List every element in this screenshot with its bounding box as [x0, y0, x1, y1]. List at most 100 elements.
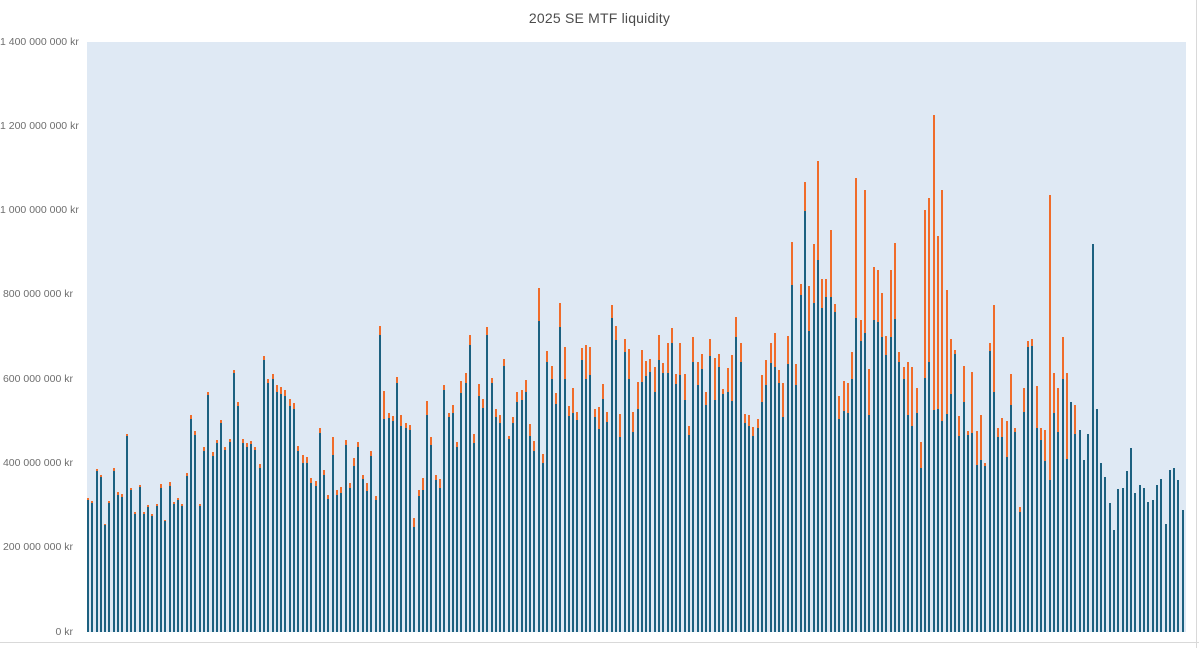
bar[interactable] [825, 279, 828, 632]
bar[interactable] [683, 373, 686, 632]
bar[interactable] [1091, 244, 1094, 632]
bar[interactable] [881, 292, 884, 632]
bar[interactable] [168, 482, 171, 632]
bar[interactable] [1061, 337, 1064, 632]
bar[interactable] [250, 441, 253, 632]
bar[interactable] [512, 417, 514, 632]
bar[interactable] [456, 441, 459, 632]
bar[interactable] [426, 401, 429, 632]
bar[interactable] [499, 414, 502, 632]
bar[interactable] [537, 288, 540, 632]
bar[interactable] [1087, 433, 1090, 632]
bar[interactable] [615, 326, 618, 632]
bar[interactable] [323, 469, 326, 632]
bar[interactable] [743, 413, 746, 632]
bar[interactable] [726, 367, 729, 632]
bar[interactable] [1070, 402, 1073, 632]
bar[interactable] [761, 374, 763, 632]
bar[interactable] [748, 414, 751, 632]
bar[interactable] [597, 406, 600, 632]
bar[interactable] [941, 189, 944, 632]
bar[interactable] [713, 358, 716, 632]
bar[interactable] [949, 339, 952, 632]
bar[interactable] [1108, 503, 1111, 632]
bar[interactable] [297, 446, 300, 632]
bar[interactable] [778, 369, 781, 632]
bar[interactable] [1005, 420, 1008, 632]
bar[interactable] [439, 479, 442, 632]
bar[interactable] [383, 390, 386, 632]
bar[interactable] [99, 474, 102, 632]
bar[interactable] [898, 351, 901, 632]
bar[interactable] [507, 435, 510, 632]
bar[interactable] [263, 355, 265, 632]
bar[interactable] [979, 414, 982, 632]
bar[interactable] [1164, 523, 1167, 632]
bar[interactable] [1113, 529, 1116, 632]
bar[interactable] [868, 368, 871, 632]
bar[interactable] [984, 463, 987, 632]
bar[interactable] [121, 494, 124, 632]
bar[interactable] [1078, 429, 1081, 632]
bar[interactable] [284, 389, 287, 632]
bar[interactable] [988, 342, 991, 632]
bar[interactable] [327, 494, 330, 632]
bar[interactable] [91, 501, 94, 632]
bar[interactable] [902, 366, 905, 632]
bar[interactable] [885, 335, 888, 632]
bar[interactable] [280, 387, 283, 632]
bar[interactable] [1138, 485, 1141, 632]
bar[interactable] [473, 434, 476, 632]
bar[interactable] [846, 382, 849, 632]
bar[interactable] [1057, 387, 1060, 632]
bar[interactable] [906, 362, 909, 632]
bar[interactable] [872, 267, 875, 632]
bar[interactable] [378, 325, 381, 632]
bar[interactable] [954, 349, 957, 632]
bar[interactable] [1181, 509, 1184, 632]
bar[interactable] [1160, 479, 1163, 632]
bar[interactable] [842, 381, 845, 632]
bar[interactable] [267, 379, 270, 632]
bar[interactable] [357, 441, 360, 632]
bar[interactable] [288, 399, 291, 632]
bar[interactable] [1155, 484, 1158, 632]
bar[interactable] [765, 359, 768, 632]
bar[interactable] [1014, 428, 1017, 632]
bar[interactable] [413, 518, 416, 632]
bar[interactable] [529, 423, 532, 632]
bar[interactable] [915, 387, 918, 632]
bar[interactable] [172, 502, 175, 632]
bar[interactable] [396, 376, 399, 632]
bar[interactable] [87, 497, 89, 632]
bar[interactable] [293, 402, 296, 632]
bar[interactable] [653, 366, 656, 632]
bar[interactable] [997, 428, 1000, 632]
bar[interactable] [975, 431, 978, 632]
bar[interactable] [190, 414, 193, 632]
bar[interactable] [1031, 339, 1034, 632]
bar[interactable] [443, 384, 446, 632]
bar[interactable] [937, 235, 939, 632]
bar[interactable] [104, 524, 107, 632]
bar[interactable] [194, 431, 197, 632]
bar[interactable] [245, 443, 248, 632]
bar[interactable] [833, 304, 836, 632]
bar[interactable] [1018, 506, 1021, 632]
bar[interactable] [129, 487, 132, 632]
bar[interactable] [606, 412, 609, 632]
bar[interactable] [851, 352, 854, 632]
bar[interactable] [215, 439, 218, 632]
bar[interactable] [1125, 470, 1128, 632]
bar[interactable] [773, 333, 776, 632]
bar[interactable] [546, 350, 549, 632]
bar[interactable] [580, 348, 583, 632]
bar[interactable] [1147, 502, 1150, 632]
bar[interactable] [932, 114, 935, 632]
bar[interactable] [1117, 488, 1120, 632]
bar[interactable] [211, 451, 214, 632]
bar[interactable] [1035, 385, 1038, 632]
bar[interactable] [112, 467, 115, 632]
bar[interactable] [992, 305, 995, 632]
bar[interactable] [387, 413, 390, 632]
